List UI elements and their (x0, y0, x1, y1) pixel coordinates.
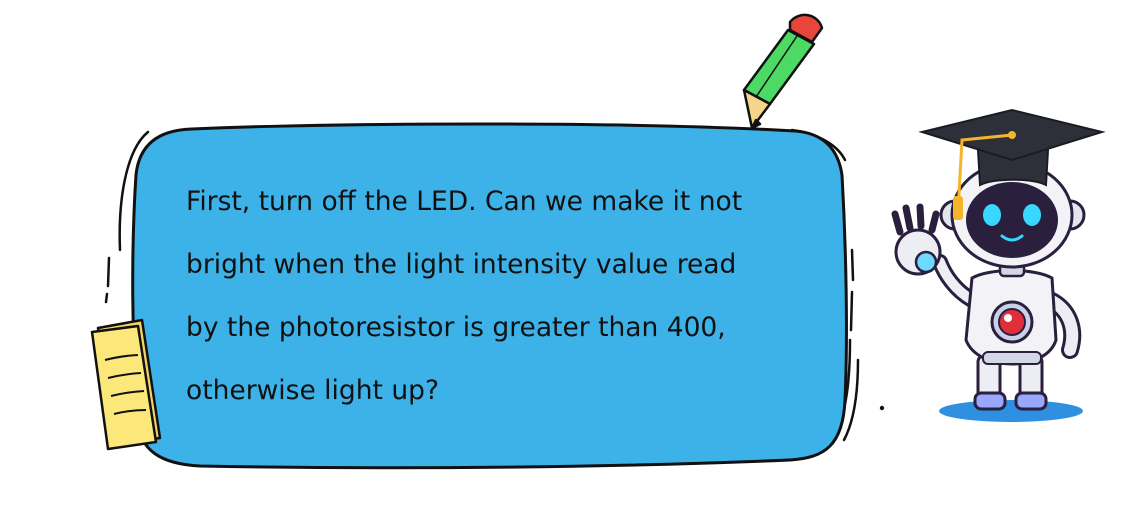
pencil-icon (742, 13, 824, 130)
sticky-note-icon (90, 318, 162, 451)
robot-shadow (939, 400, 1083, 422)
message-line-1: First, turn off the LED. Can we make it … (186, 186, 743, 217)
message-line-3: by the photoresistor is greater than 400… (186, 312, 726, 343)
speech-bubble-text: First, turn off the LED. Can we make it … (186, 170, 826, 422)
robot-mascot-icon (891, 161, 1086, 422)
message-line-4: otherwise light up? (186, 375, 440, 406)
message-line-2: bright when the light intensity value re… (186, 249, 737, 280)
decor-dot (879, 405, 885, 411)
graduation-cap-icon (918, 108, 1106, 220)
